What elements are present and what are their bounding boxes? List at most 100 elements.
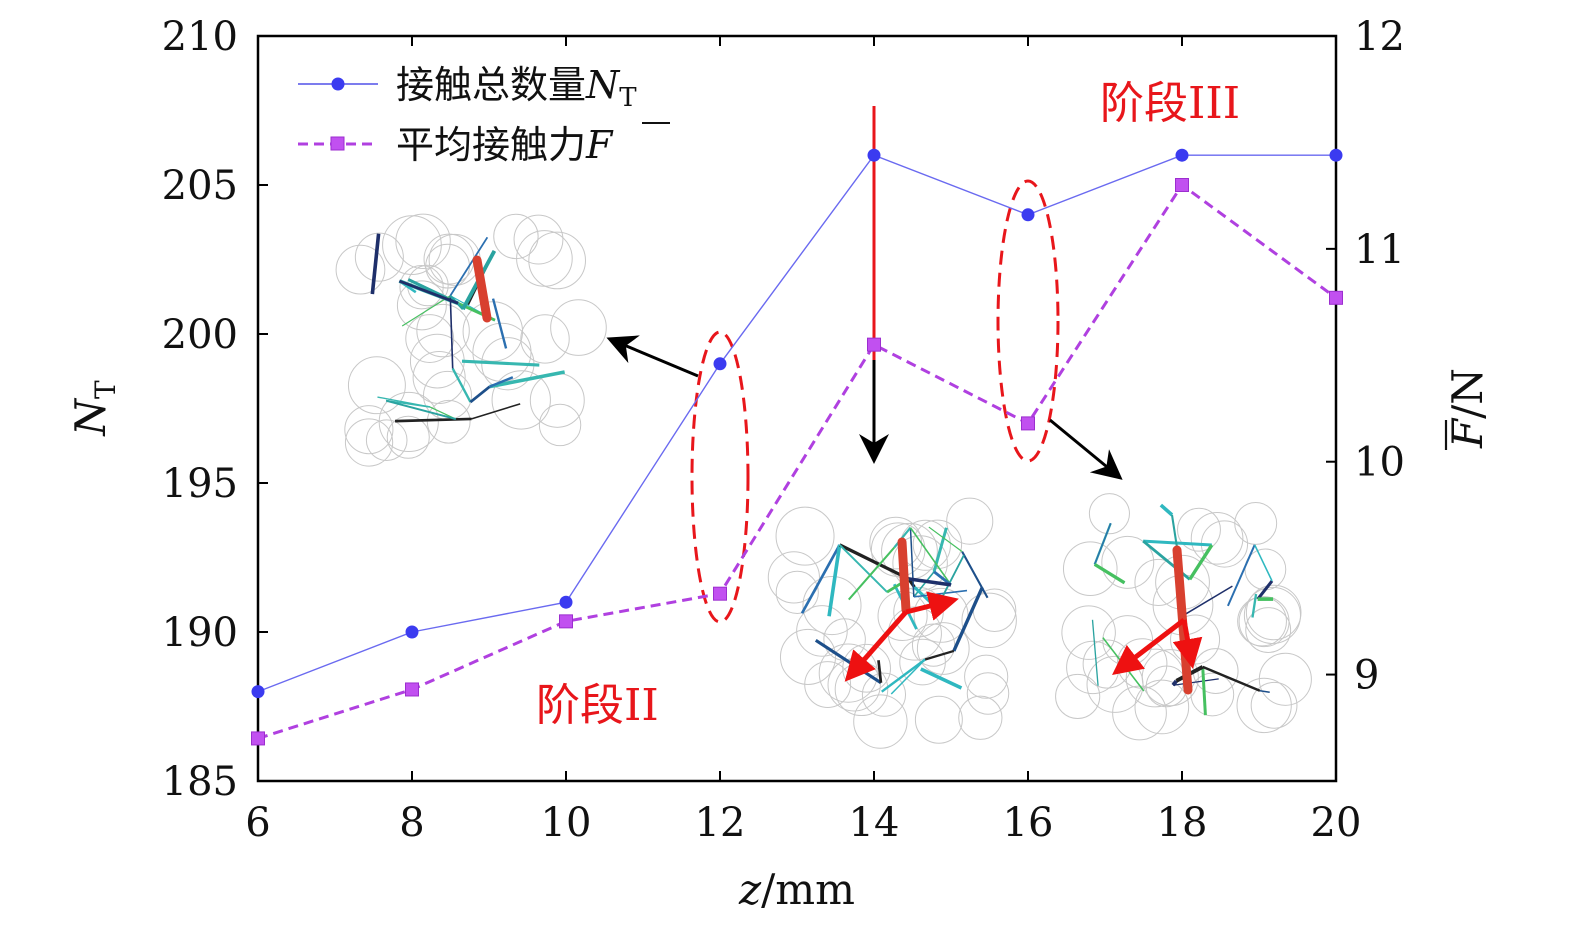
data-point-nt	[251, 685, 265, 699]
particle-outline	[378, 391, 439, 453]
particle-outline	[1243, 586, 1301, 644]
particle-outline	[853, 694, 908, 749]
contact-edge	[1201, 666, 1207, 716]
particle-outline	[842, 643, 891, 693]
particle-outline	[1062, 541, 1118, 596]
network-insets	[335, 213, 1312, 749]
contact-edge	[1143, 539, 1212, 547]
particle-outline	[344, 418, 394, 467]
stage-ellipse-16	[996, 179, 1060, 463]
contact-edge	[461, 359, 540, 367]
contact-edge	[449, 236, 489, 297]
particle-outline	[1112, 685, 1167, 741]
contact-edge	[1227, 544, 1256, 607]
particle-outline	[412, 350, 466, 405]
contact-edge	[489, 370, 565, 389]
force-arrow	[1112, 618, 1186, 676]
series-layer	[251, 148, 1343, 746]
x-tick-label: 14	[849, 800, 900, 846]
contact-edge	[838, 543, 910, 581]
contact-edge	[1202, 665, 1261, 692]
data-point-f	[405, 682, 419, 697]
particle-outline	[869, 516, 923, 570]
series-line-0	[257, 154, 1336, 693]
particle-outline	[1134, 679, 1190, 735]
particle-outline	[1101, 535, 1155, 589]
force-arrow	[844, 610, 908, 682]
y-left-tick-label: 205	[162, 163, 238, 209]
particle-outline	[1055, 673, 1101, 720]
plot-frame	[256, 34, 1338, 783]
particle-outline	[520, 314, 570, 364]
particle-outline	[796, 605, 848, 657]
contact-edge	[1159, 503, 1174, 517]
particle-outline	[1177, 507, 1221, 552]
data-point-f	[251, 731, 265, 746]
particle-outline	[779, 628, 837, 685]
legend: 接触总数量NT 平均接触力F	[298, 63, 670, 167]
y-right-tick-label: 12	[1354, 14, 1405, 60]
contact-edge	[491, 298, 508, 349]
contact-edge	[800, 544, 841, 614]
contact-edge	[385, 399, 457, 420]
particle-outline	[887, 606, 942, 661]
y-left-tick-label: 195	[162, 461, 238, 507]
particle-outline	[1245, 607, 1292, 653]
contact-edge	[449, 295, 454, 369]
contact-edge	[398, 279, 459, 305]
x-tick-label: 6	[245, 800, 270, 846]
stage-label-iii: 阶段III	[1100, 78, 1240, 129]
y-axis-right-title: F/N	[1443, 368, 1492, 450]
contact-edge	[881, 658, 926, 693]
contact-edge	[848, 546, 896, 601]
contact-edge	[928, 526, 963, 553]
y-right-tick-label: 11	[1354, 227, 1405, 273]
y-left-tick-label: 200	[162, 312, 238, 358]
particle-outline	[958, 695, 1003, 740]
contact-edge	[1091, 619, 1099, 686]
data-point-f	[1329, 290, 1343, 305]
contact-edge	[1256, 579, 1274, 601]
particle-outline	[916, 622, 970, 675]
particle-outline	[861, 672, 907, 717]
particle-outline	[823, 618, 866, 661]
y-left-tick-label: 185	[162, 759, 238, 805]
particle-outline	[775, 506, 835, 566]
contact-edge	[924, 649, 955, 661]
particle-outline	[1237, 596, 1287, 647]
particle-outline	[1245, 584, 1302, 641]
contact-edge	[1253, 544, 1273, 582]
inset-network-stage-ii	[335, 213, 607, 467]
x-tick-label: 20	[1311, 800, 1362, 846]
force-arrow	[1172, 619, 1203, 669]
inset-network-stage-14	[767, 497, 1017, 749]
data-point-f	[713, 586, 727, 601]
contact-edge	[909, 527, 915, 597]
contact-edge	[890, 658, 926, 695]
particle-outline	[344, 405, 394, 455]
series-line-1	[257, 182, 1337, 740]
x-tick-label: 16	[1003, 800, 1054, 846]
legend-marker-nt	[331, 77, 345, 91]
particle-outline	[405, 314, 455, 363]
particle-outline	[1061, 605, 1116, 660]
stage-label-ii: 阶段II	[536, 680, 659, 731]
particle-outline	[538, 403, 582, 447]
contact-edge	[1173, 678, 1219, 686]
y-right-tick-label: 9	[1354, 653, 1379, 699]
contact-edge	[469, 385, 491, 404]
y-axis-left-title: NT	[66, 380, 122, 437]
data-point-nt	[1329, 148, 1343, 162]
contact-edge	[1171, 679, 1178, 687]
contact-edge	[908, 577, 952, 587]
particle-outline	[516, 230, 573, 287]
stage-ellipse-12	[690, 330, 750, 624]
contact-edge	[1251, 593, 1258, 618]
particle-outline	[914, 695, 963, 744]
axis-ticks: 6 8 10 12 14 16 18 20 185 190 195 200 205 210 9 10 11 12	[162, 14, 1405, 846]
data-point-nt	[713, 357, 727, 371]
contact-edge	[961, 551, 989, 599]
particle-outline	[395, 213, 451, 270]
y-left-tick-label: 210	[162, 14, 238, 60]
legend-label-nt: 接触总数量NT	[396, 63, 637, 113]
